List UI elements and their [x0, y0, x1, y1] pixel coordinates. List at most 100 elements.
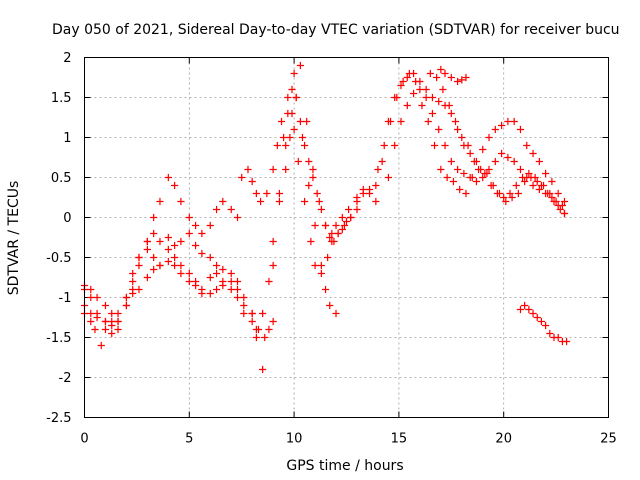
data-point [453, 165, 462, 174]
data-point [240, 309, 248, 318]
data-point [514, 189, 522, 198]
data-point [338, 213, 346, 222]
data-point [498, 121, 506, 130]
data-point [240, 301, 248, 310]
data-point [219, 281, 227, 290]
data-point [338, 225, 346, 234]
data-point [129, 277, 137, 286]
series-track-2 [80, 93, 340, 374]
data-point [164, 245, 172, 254]
data-point [269, 165, 277, 174]
data-point [342, 217, 351, 226]
data-point [504, 117, 512, 126]
data-point [317, 269, 325, 278]
data-point [521, 177, 529, 186]
data-point [101, 301, 110, 310]
data-point [321, 285, 330, 294]
data-point [171, 253, 179, 262]
data-point [129, 285, 137, 294]
data-point [491, 125, 499, 134]
data-point [303, 117, 311, 126]
data-point [409, 89, 418, 98]
data-point [344, 205, 353, 214]
data-point [252, 189, 260, 198]
data-point [206, 221, 214, 230]
data-point [248, 177, 256, 186]
data-point [340, 221, 349, 230]
data-point [453, 125, 462, 134]
data-point [560, 209, 569, 218]
data-point [280, 133, 288, 142]
data-point [504, 153, 512, 162]
data-point [516, 305, 525, 314]
data-point [265, 277, 273, 286]
data-point [525, 305, 533, 314]
data-point [533, 313, 541, 322]
data-point [191, 221, 200, 230]
data-point [447, 73, 455, 82]
data-point [191, 241, 200, 250]
data-point [447, 157, 455, 166]
data-point [403, 101, 411, 110]
data-point [466, 149, 474, 158]
data-point [324, 253, 332, 262]
data-point [185, 229, 193, 238]
data-point [510, 157, 518, 166]
data-point [529, 149, 537, 158]
data-point [456, 185, 464, 194]
data-point [393, 93, 401, 102]
data-point [212, 285, 221, 294]
x-axis-label: GPS time / hours [286, 458, 403, 474]
data-point [93, 313, 101, 322]
data-point [294, 157, 302, 166]
data-point [539, 181, 548, 190]
data-point [359, 189, 367, 198]
data-point [248, 317, 256, 326]
data-point [458, 133, 466, 142]
data-point [518, 173, 527, 182]
data-point [317, 205, 325, 214]
data-point [171, 181, 179, 190]
y-tick-label: -1 [59, 291, 72, 306]
data-point [177, 269, 185, 278]
data-point [397, 117, 405, 126]
data-point [562, 337, 571, 346]
data-point [233, 213, 242, 222]
data-point [554, 189, 562, 198]
data-point [416, 85, 424, 94]
data-point [219, 265, 227, 274]
y-axis-label: SDTVAR / TECUs [6, 181, 22, 296]
data-point [198, 229, 206, 238]
data-point [122, 301, 131, 310]
data-point [114, 317, 122, 326]
data-point [143, 237, 151, 246]
data-point [150, 265, 158, 274]
data-point [282, 165, 290, 174]
x-tick-label: 20 [495, 432, 512, 447]
data-point [313, 189, 321, 198]
data-point [521, 301, 529, 310]
data-point [227, 205, 235, 214]
data-point [542, 321, 550, 330]
data-point [206, 253, 214, 262]
data-point [374, 165, 382, 174]
data-point [101, 317, 110, 326]
x-tick-label: 10 [286, 432, 303, 447]
data-point [556, 205, 564, 214]
data-point [378, 157, 386, 166]
data-point [527, 173, 535, 182]
data-point [498, 149, 506, 158]
data-point [372, 181, 380, 190]
y-tick-label: 1.5 [51, 91, 72, 106]
data-point [259, 365, 267, 374]
x-tick-label: 25 [600, 432, 617, 447]
data-point [397, 81, 405, 90]
data-point [560, 197, 569, 206]
data-point [483, 169, 491, 178]
series-track-8 [426, 69, 566, 210]
data-point [470, 157, 478, 166]
data-point [261, 333, 269, 342]
data-point [212, 269, 221, 278]
data-point [206, 273, 214, 282]
